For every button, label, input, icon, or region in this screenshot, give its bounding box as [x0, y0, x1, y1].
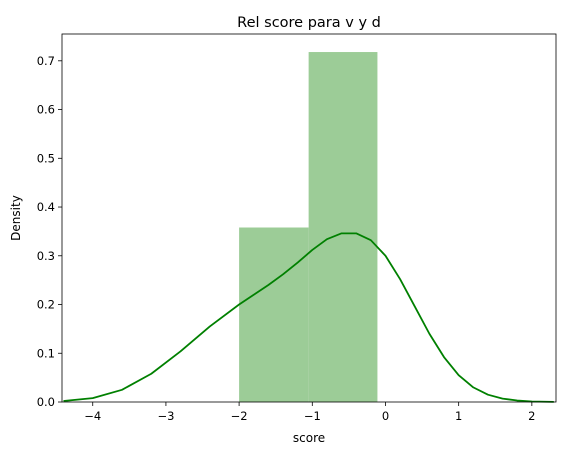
- y-axis-label: Density: [9, 195, 23, 241]
- y-tick-label: 0.3: [37, 249, 55, 263]
- y-tick-label: 0.0: [37, 395, 55, 409]
- y-tick-label: 0.1: [37, 346, 55, 360]
- histogram-bar-2: [308, 52, 378, 403]
- kde-curve: [63, 232, 554, 403]
- x-tick-label: 0: [382, 409, 389, 423]
- histogram-bars: [239, 52, 378, 403]
- kde-curve-group: [63, 232, 554, 403]
- plot-area-frame: [61, 33, 557, 403]
- y-tick-label: 0.7: [37, 54, 55, 68]
- x-tick-label: −3: [157, 409, 174, 423]
- y-tick-label: 0.4: [37, 200, 55, 214]
- histogram-bar-1: [239, 227, 309, 402]
- x-tick-label: 1: [455, 409, 462, 423]
- y-tick-label: 0.6: [37, 103, 55, 117]
- x-tick-label: −4: [84, 409, 101, 423]
- x-axis-label: score: [293, 431, 325, 445]
- y-tick-label: 0.5: [37, 151, 55, 165]
- chart-title: Rel score para v y d: [237, 15, 381, 31]
- x-axis-ticks: −4 −3 −2 −1 0 1 2: [84, 402, 536, 423]
- x-tick-label: −1: [304, 409, 321, 423]
- y-axis-ticks: 0.0 0.1 0.2 0.3 0.4 0.5 0.6 0.7: [37, 54, 62, 409]
- x-tick-label: −2: [231, 409, 248, 423]
- x-tick-label: 2: [528, 409, 535, 423]
- y-tick-label: 0.2: [37, 298, 55, 312]
